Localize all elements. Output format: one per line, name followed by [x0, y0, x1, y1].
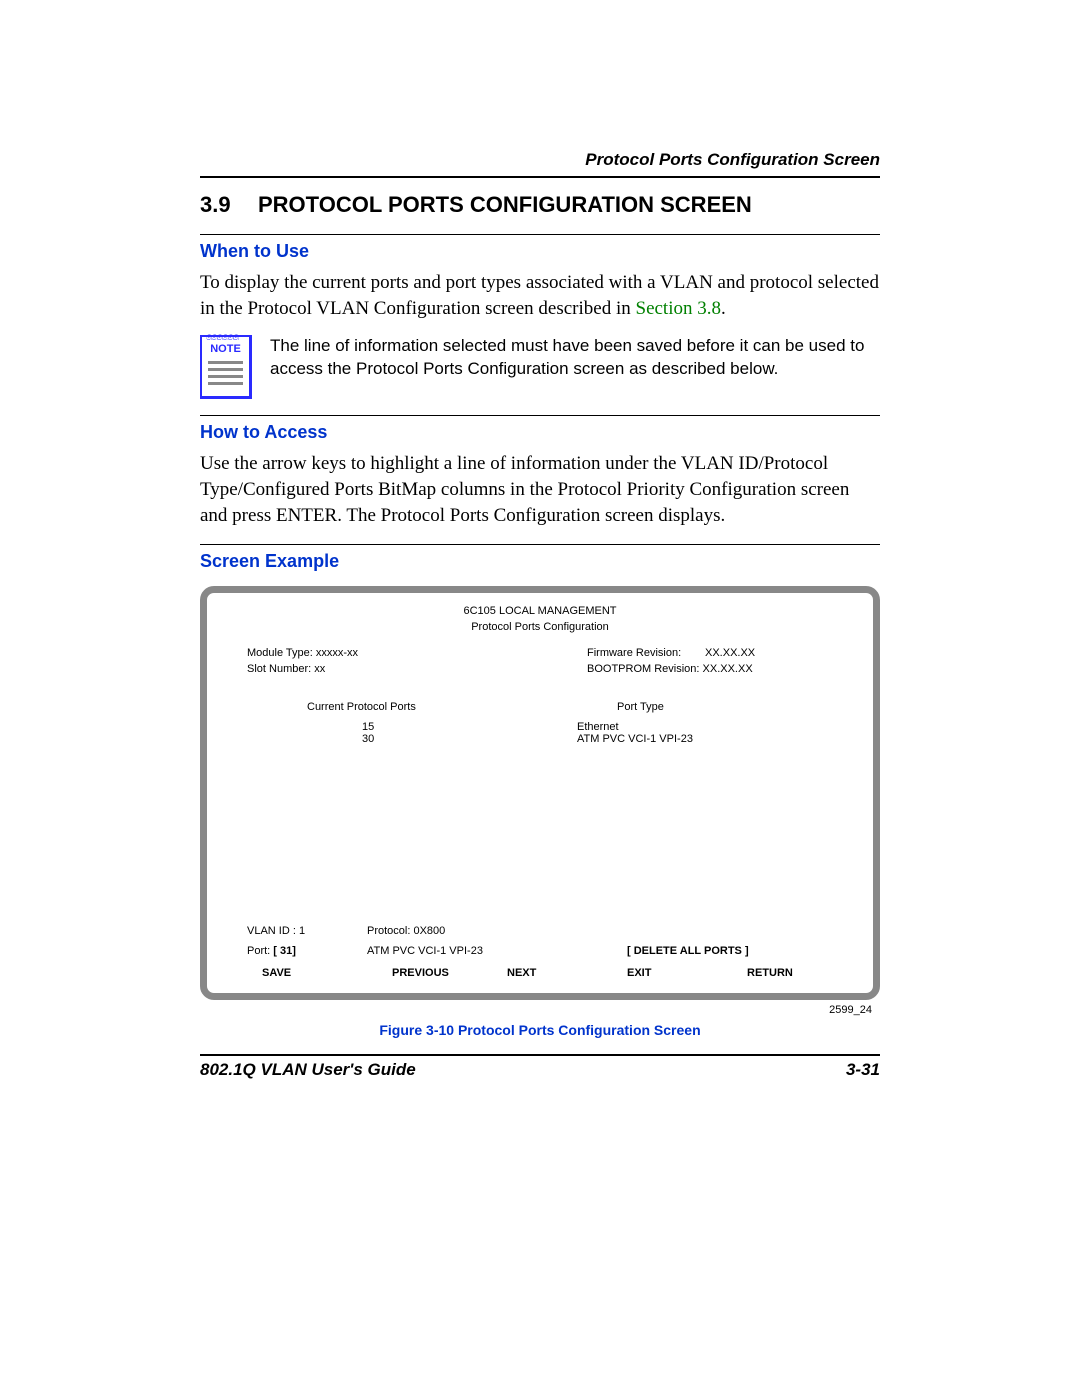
row-1-type: ATM PVC VCI-1 VPI-23: [577, 733, 693, 745]
note-block: ෧෧෧෧෧෧ NOTE The line of information sele…: [200, 335, 880, 399]
firmware-value: XX.XX.XX: [705, 647, 755, 659]
page-content: Protocol Ports Configuration Screen 3.9P…: [200, 150, 880, 1080]
section-xref[interactable]: Section 3.8: [636, 298, 722, 319]
screen-example-heading: Screen Example: [200, 551, 880, 572]
vlan-id: VLAN ID : 1: [247, 925, 305, 937]
section-title: 3.9PROTOCOL PORTS CONFIGURATION SCREEN: [200, 192, 880, 218]
how-to-access-heading: How to Access: [200, 422, 880, 443]
delete-all-ports[interactable]: [ DELETE ALL PORTS ]: [627, 945, 749, 957]
row-0-port: 15: [362, 721, 374, 733]
terminal-screen-frame: 6C105 LOCAL MANAGEMENT Protocol Ports Co…: [200, 586, 880, 1000]
figure-id: 2599_24: [200, 1004, 872, 1016]
nav-previous[interactable]: PREVIOUS: [392, 967, 449, 979]
section-title-text: PROTOCOL PORTS CONFIGURATION SCREEN: [258, 192, 752, 217]
row-1-port: 30: [362, 733, 374, 745]
footer-doc-title: 802.1Q VLAN User's Guide: [200, 1060, 416, 1080]
nav-save[interactable]: SAVE: [262, 967, 291, 979]
nav-return[interactable]: RETURN: [747, 967, 793, 979]
note-lines-icon: [208, 361, 243, 390]
footer-page-number: 3-31: [846, 1060, 880, 1080]
section-number: 3.9: [200, 192, 258, 218]
port-field-type: ATM PVC VCI-1 VPI-23: [367, 945, 483, 957]
rule-above-screen-example: [200, 544, 880, 545]
note-label: NOTE: [202, 343, 249, 355]
running-header: Protocol Ports Configuration Screen: [200, 150, 880, 170]
row-0-type: Ethernet: [577, 721, 619, 733]
col-header-ports: Current Protocol Ports: [307, 701, 416, 713]
figure-caption: Figure 3-10 Protocol Ports Configuration…: [200, 1022, 880, 1038]
port-field-label: Port:: [247, 945, 273, 957]
note-text: The line of information selected must ha…: [270, 335, 880, 381]
when-to-use-text: To display the current ports and port ty…: [200, 272, 879, 319]
how-to-access-para: Use the arrow keys to highlight a line o…: [200, 451, 880, 528]
port-field: Port: [ 31]: [247, 945, 296, 957]
when-to-use-para: To display the current ports and port ty…: [200, 270, 880, 321]
header-rule: [200, 176, 880, 178]
rule-above-how-to-access: [200, 415, 880, 416]
bootprom: BOOTPROM Revision: XX.XX.XX: [587, 663, 753, 675]
module-type: Module Type: xxxxx-xx: [247, 647, 358, 659]
screen-title-1: 6C105 LOCAL MANAGEMENT: [463, 605, 616, 617]
rule-above-when-to-use: [200, 234, 880, 235]
slot-number: Slot Number: xx: [247, 663, 325, 675]
screen-title-2: Protocol Ports Configuration: [471, 621, 609, 633]
spiral-binding-icon: ෧෧෧෧෧෧: [206, 332, 245, 340]
nav-next[interactable]: NEXT: [507, 967, 536, 979]
when-to-use-heading: When to Use: [200, 241, 880, 262]
footer-rule: [200, 1054, 880, 1056]
col-header-type: Port Type: [617, 701, 664, 713]
firmware-label: Firmware Revision:: [587, 647, 681, 659]
when-to-use-tail: .: [721, 298, 726, 319]
terminal-screen: 6C105 LOCAL MANAGEMENT Protocol Ports Co…: [207, 593, 873, 993]
nav-exit[interactable]: EXIT: [627, 967, 651, 979]
port-field-value[interactable]: [ 31]: [273, 945, 296, 957]
page-footer: 802.1Q VLAN User's Guide 3-31: [200, 1060, 880, 1080]
protocol-field: Protocol: 0X800: [367, 925, 445, 937]
note-icon: ෧෧෧෧෧෧ NOTE: [200, 335, 252, 399]
